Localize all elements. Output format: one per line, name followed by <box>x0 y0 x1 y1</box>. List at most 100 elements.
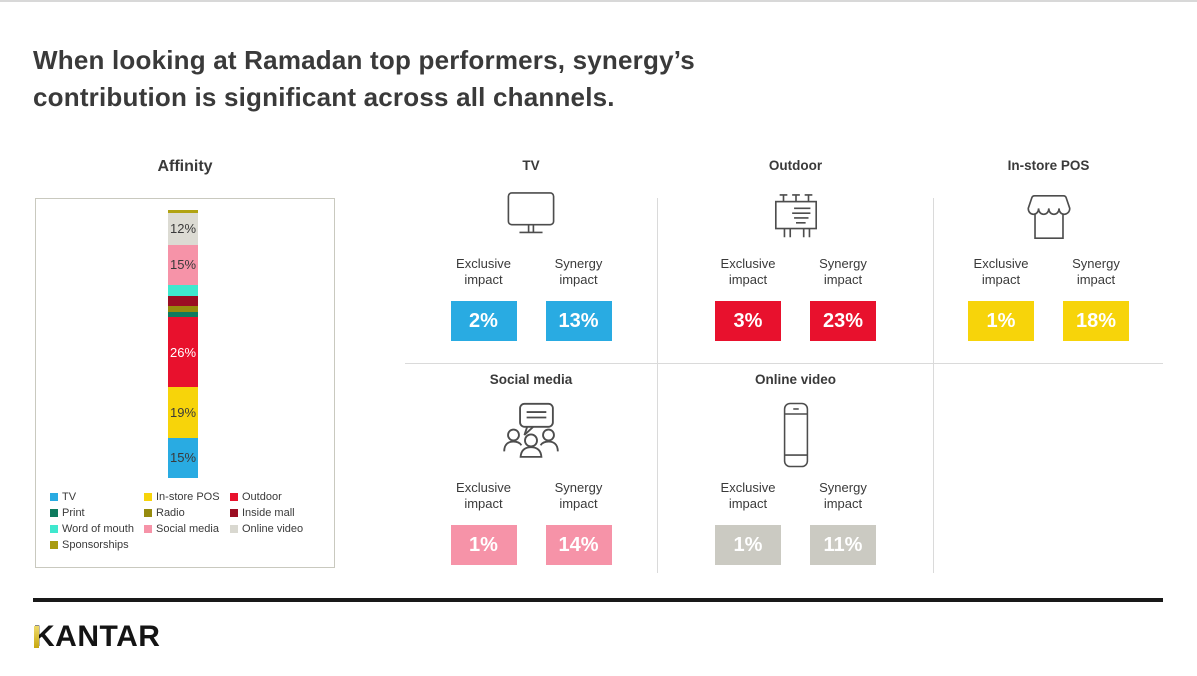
synergy-impact-label: Synergy impact <box>819 256 867 287</box>
kantar-logo-text: KANTAR <box>33 620 161 653</box>
exclusive-impact-label: Exclusive impact <box>456 480 511 511</box>
legend-item-social-media: Social media <box>144 523 230 535</box>
legend-swatch-outdoor <box>230 493 238 501</box>
panel-in-store-pos-title: In-store POS <box>1007 158 1090 173</box>
legend-swatch-social-media <box>144 525 152 533</box>
exclusive-impact-label: Exclusive impact <box>720 256 776 287</box>
legend-item-word-of-mouth: Word of mouth <box>50 523 144 535</box>
footer-divider <box>33 598 1163 602</box>
bar-segment-inside-mall <box>168 295 198 307</box>
impact-row: Exclusive impact 1% Synergy impact 11% <box>712 480 879 565</box>
legend-swatch-in-store-pos <box>144 493 152 501</box>
legend-swatch-word-of-mouth <box>50 525 58 533</box>
billboard-icon <box>763 186 829 248</box>
legend-swatch-print <box>50 509 58 517</box>
legend-swatch-inside-mall <box>230 509 238 517</box>
panel-outdoor: Outdoor Exclusive impact 3% Synergy impa… <box>658 158 933 341</box>
exclusive-impact-label: Exclusive impact <box>456 256 511 287</box>
social-media-synergy-value: 14% <box>545 525 612 565</box>
legend-item-tv: TV <box>50 491 144 503</box>
tv-synergy-value: 13% <box>545 301 612 341</box>
exclusive-impact-col: Exclusive impact 1% <box>965 256 1037 341</box>
bar-segment-tv: 15% <box>168 437 198 478</box>
legend-label-inside-mall: Inside mall <box>242 507 295 519</box>
impact-row: Exclusive impact 1% Synergy impact 14% <box>448 480 615 565</box>
panel-online-video-title: Online video <box>754 372 836 387</box>
legend-item-sponsorships: Sponsorships <box>50 539 144 551</box>
bar-segment-outdoor: 26% <box>168 317 198 387</box>
synergy-impact-col: Synergy impact 14% <box>543 480 615 565</box>
panel-social-media: Social media Exclusive impact 1% Synergy… <box>405 372 657 565</box>
bar-segment-word-of-mouth <box>168 285 198 296</box>
outdoor-exclusive-value: 3% <box>715 301 781 341</box>
bar-segment-online-video: 12% <box>168 212 198 245</box>
legend-label-outdoor: Outdoor <box>242 491 282 503</box>
panel-tv-title: TV <box>522 158 540 173</box>
title-line-2: contribution is significant across all c… <box>33 82 615 112</box>
synergy-impact-label: Synergy impact <box>1072 256 1120 287</box>
legend-item-inside-mall: Inside mall <box>230 507 330 519</box>
synergy-impact-label: Synergy impact <box>554 256 603 287</box>
legend-label-social-media: Social media <box>156 523 219 535</box>
exclusive-impact-col: Exclusive impact 1% <box>448 480 520 565</box>
online-video-synergy-value: 11% <box>810 525 876 565</box>
synergy-impact-col: Synergy impact 11% <box>807 480 879 565</box>
in-store-pos-synergy-value: 18% <box>1063 301 1129 341</box>
bar-segment-radio <box>168 306 198 312</box>
store-icon <box>1020 186 1078 248</box>
legend-label-radio: Radio <box>156 507 185 519</box>
kantar-logo-accent-bar <box>34 626 39 648</box>
smartphone-icon <box>775 398 817 472</box>
kantar-logo: KANTAR <box>33 620 160 654</box>
title-line-1: When looking at Ramadan top performers, … <box>33 45 695 75</box>
legend-item-radio: Radio <box>144 507 230 519</box>
impact-row: Exclusive impact 2% Synergy impact 13% <box>448 256 615 341</box>
legend-label-print: Print <box>62 507 85 519</box>
affinity-chart: 12% 15% 26% 19% 15% TV In-store POS Outdoor Pri… <box>35 198 335 568</box>
synergy-impact-label: Synergy impact <box>554 480 603 511</box>
legend-swatch-radio <box>144 509 152 517</box>
impact-row: Exclusive impact 3% Synergy impact 23% <box>712 256 879 341</box>
panel-online-video: Online video Exclusive impact 1% Synergy… <box>658 372 933 565</box>
panel-outdoor-title: Outdoor <box>768 158 823 173</box>
legend-label-online-video: Online video <box>242 523 304 535</box>
synergy-impact-col: Synergy impact 23% <box>807 256 879 341</box>
exclusive-impact-col: Exclusive impact 3% <box>712 256 784 341</box>
affinity-chart-title: Affinity <box>157 158 213 175</box>
bar-segment-print <box>168 311 198 318</box>
legend-swatch-tv <box>50 493 58 501</box>
grid-divider-vertical-1 <box>657 198 658 573</box>
exclusive-impact-label: Exclusive impact <box>720 480 776 511</box>
panel-social-media-title: Social media <box>489 372 573 387</box>
panel-tv: TV Exclusive impact 2% Synergy impact 13… <box>405 158 657 341</box>
exclusive-impact-label: Exclusive impact <box>973 256 1029 287</box>
tv-icon <box>500 186 562 248</box>
outdoor-synergy-value: 23% <box>810 301 876 341</box>
legend-item-in-store-pos: In-store POS <box>144 491 230 503</box>
bar-segment-social-media: 15% <box>168 244 198 286</box>
legend-item-outdoor: Outdoor <box>230 491 330 503</box>
legend-label-sponsorships: Sponsorships <box>62 539 129 551</box>
tv-exclusive-value: 2% <box>450 301 517 341</box>
exclusive-impact-col: Exclusive impact 1% <box>712 480 784 565</box>
synergy-impact-col: Synergy impact 18% <box>1060 256 1132 341</box>
synergy-impact-label: Synergy impact <box>819 480 867 511</box>
exclusive-impact-col: Exclusive impact 2% <box>448 256 520 341</box>
impact-row: Exclusive impact 1% Synergy impact 18% <box>965 256 1132 341</box>
bar-segment-sponsorships <box>168 210 198 213</box>
grid-divider-vertical-2 <box>933 198 934 573</box>
page-title: When looking at Ramadan top performers, … <box>33 42 695 116</box>
grid-divider-horizontal <box>405 363 1163 364</box>
panel-in-store-pos: In-store POS Exclusive impact 1% Synergy… <box>934 158 1163 341</box>
legend-item-online-video: Online video <box>230 523 330 535</box>
legend-item-print: Print <box>50 507 144 519</box>
social-media-icon <box>496 398 566 472</box>
in-store-pos-exclusive-value: 1% <box>968 301 1034 341</box>
top-divider <box>0 0 1197 2</box>
legend-swatch-sponsorships <box>50 541 58 549</box>
synergy-impact-col: Synergy impact 13% <box>543 256 615 341</box>
affinity-legend: TV In-store POS Outdoor Print Radio Inside ma… <box>50 491 330 551</box>
legend-label-tv: TV <box>62 491 77 503</box>
legend-swatch-online-video <box>230 525 238 533</box>
